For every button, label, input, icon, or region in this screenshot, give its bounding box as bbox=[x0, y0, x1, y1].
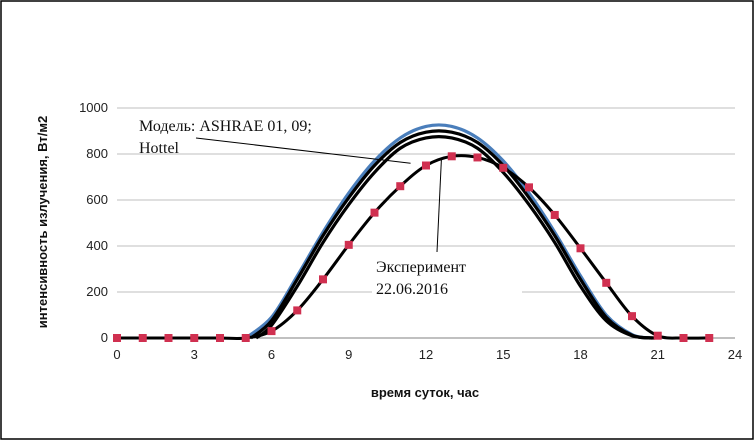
data-point-marker bbox=[216, 334, 224, 342]
data-point-marker bbox=[344, 240, 353, 249]
annotation-text: Эксперимент bbox=[376, 259, 466, 276]
data-point-marker bbox=[628, 312, 636, 321]
data-point-marker bbox=[267, 327, 276, 336]
annotation-leader-line bbox=[436, 158, 442, 253]
data-point-marker bbox=[525, 183, 533, 192]
data-point-marker bbox=[705, 334, 714, 342]
x-tick-label: 3 bbox=[191, 347, 198, 362]
grid bbox=[117, 107, 735, 293]
data-point-marker bbox=[370, 208, 379, 217]
data-point-marker bbox=[113, 334, 121, 342]
x-tick-label: 0 bbox=[113, 347, 120, 362]
x-tick-label: 18 bbox=[573, 347, 587, 362]
x-tick-label: 21 bbox=[651, 347, 665, 362]
y-tick-label: 0 bbox=[101, 330, 108, 345]
data-point-marker bbox=[396, 182, 405, 191]
data-point-marker bbox=[190, 334, 199, 342]
y-axis-title: интенсивность излучения, Вт/м2 bbox=[35, 116, 50, 328]
series-line-2 bbox=[249, 129, 653, 340]
annotation-text: Модель: ASHRAE 01, 09; bbox=[139, 118, 312, 135]
x-tick-label: 9 bbox=[345, 347, 352, 362]
data-point-marker bbox=[422, 161, 430, 170]
annotations-group: Модель: ASHRAE 01, 09; Hottel Эксперимент 2… bbox=[139, 118, 522, 298]
data-point-marker bbox=[550, 210, 559, 219]
data-point-marker bbox=[447, 152, 456, 161]
x-tick-label: 24 bbox=[728, 347, 742, 362]
annotation-text: Hottel bbox=[139, 140, 180, 157]
data-point-marker bbox=[241, 334, 250, 342]
series-line-3 bbox=[255, 135, 656, 340]
x-tick-label: 15 bbox=[496, 347, 510, 362]
series-line-1 bbox=[244, 123, 651, 340]
data-point-marker bbox=[499, 163, 508, 172]
annotation-leader-line bbox=[195, 137, 411, 164]
data-point-marker bbox=[602, 278, 611, 287]
x-tick-label: 12 bbox=[419, 347, 433, 362]
data-point-marker bbox=[138, 334, 147, 342]
y-tick-label: 400 bbox=[86, 238, 108, 253]
y-tick-label: 1000 bbox=[79, 100, 108, 115]
data-point-marker bbox=[473, 153, 482, 162]
x-axis-title: время суток, час bbox=[371, 385, 479, 400]
y-tick-label: 800 bbox=[86, 146, 108, 161]
data-point-marker bbox=[679, 334, 688, 342]
x-tick-label: 6 bbox=[268, 347, 275, 362]
annotation-box bbox=[372, 248, 522, 294]
data-point-marker bbox=[164, 334, 173, 342]
annotation-text: 22.06.2016 bbox=[376, 281, 448, 298]
data-point-marker bbox=[293, 306, 302, 315]
data-point-marker bbox=[653, 331, 662, 340]
markers-group bbox=[113, 152, 714, 342]
y-tick-label: 200 bbox=[86, 284, 108, 299]
data-point-marker bbox=[576, 244, 585, 253]
data-point-marker bbox=[319, 275, 327, 284]
y-tick-label: 600 bbox=[86, 192, 108, 207]
